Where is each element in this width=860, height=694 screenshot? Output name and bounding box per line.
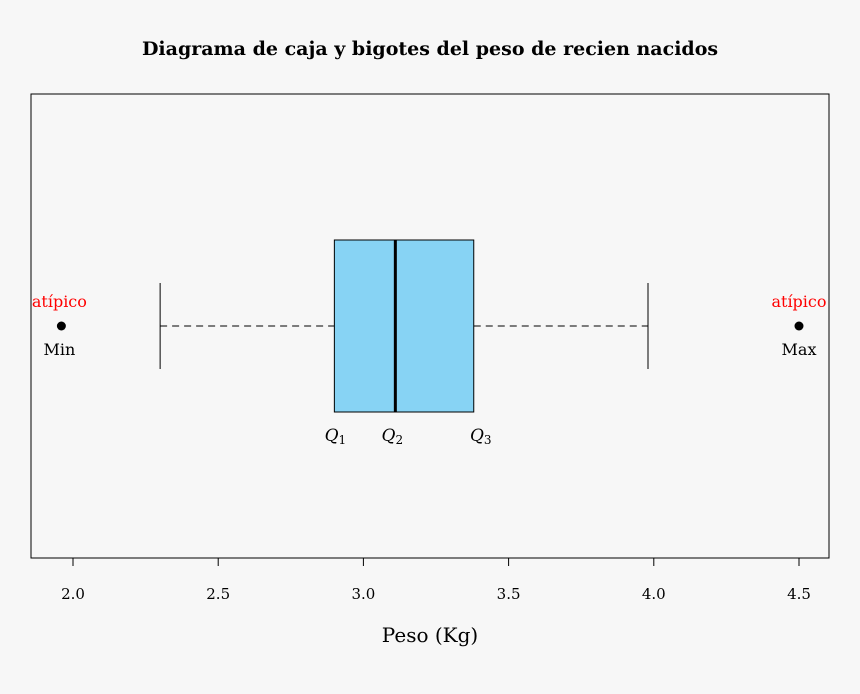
x-tick-label-5: 4.0 (642, 585, 666, 603)
x-tick-label-3: 3.0 (351, 585, 375, 603)
outlier-label-left: atípico (32, 292, 87, 311)
x-tick-label-4: 3.5 (497, 585, 521, 603)
outlier-label-right: atípico (771, 292, 826, 311)
outlier-point-2 (794, 321, 804, 331)
boxplot-marks (56, 239, 804, 413)
outlier-point-1 (56, 321, 66, 331)
x-tick-label-2: 2.5 (206, 585, 230, 603)
chart-title: Diagrama de caja y bigotes del peso de r… (142, 38, 718, 60)
x-tick-label-1: 2.0 (61, 585, 85, 603)
x-axis: 2.0 2.5 3.0 3.5 4.0 4.5 (61, 557, 811, 603)
min-label: Min (43, 340, 75, 359)
q1-label: Q1 (325, 426, 347, 447)
q3-label: Q3 (470, 426, 492, 447)
max-label: Max (782, 340, 817, 359)
boxplot-annotations: atípico atípico Min Max Q1 Q2 Q3 (32, 292, 827, 447)
q2-label: Q2 (382, 426, 404, 447)
x-axis-label: Peso (Kg) (382, 623, 478, 647)
iqr-box (333, 239, 475, 413)
x-tick-label-6: 4.5 (787, 585, 811, 603)
